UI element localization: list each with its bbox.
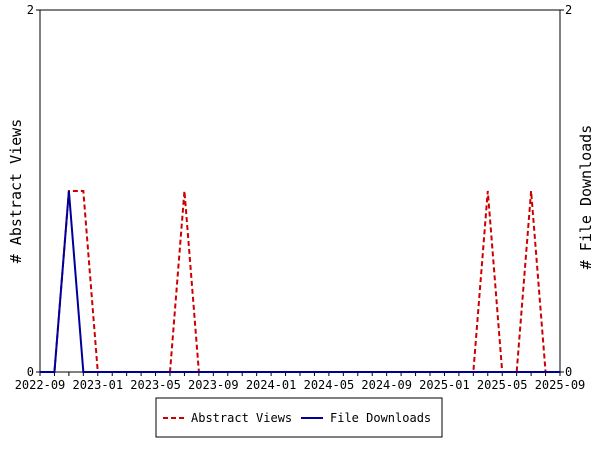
y-tick-label: 2	[27, 3, 34, 17]
x-tick-label: 2025-09	[535, 378, 586, 392]
y-axis-title: # Abstract Views	[7, 119, 25, 264]
legend: Abstract Views File Downloads	[155, 397, 443, 438]
series-layer	[40, 190, 560, 373]
x-tick-label: 2024-01	[246, 378, 297, 392]
y2-axis-title: # File Downloads	[577, 125, 595, 270]
legend-box	[155, 397, 443, 438]
x-axis-labels: 2022-09 2023-01 2023-05 2023-09 2024-01 2024-…	[15, 378, 586, 392]
y-tick-label: 0	[27, 365, 34, 379]
y2-tick-label: 0	[565, 365, 572, 379]
y-axis-ticks: 0 2 0 2	[27, 3, 572, 379]
x-tick-label: 2023-05	[130, 378, 181, 392]
y2-tick-label: 2	[565, 3, 572, 17]
x-tick-label: 2024-09	[361, 378, 412, 392]
x-tick-label: 2025-05	[477, 378, 528, 392]
x-tick-label: 2025-01	[419, 378, 470, 392]
plot-area	[39, 9, 561, 373]
series-line-file-downloads	[40, 190, 560, 373]
x-tick-label: 2024-05	[304, 378, 355, 392]
legend-label-file-downloads: File Downloads	[330, 411, 431, 425]
x-tick-label: 2023-01	[72, 378, 123, 392]
x-tick-label: 2022-09	[15, 378, 66, 392]
legend-label-abstract-views: Abstract Views	[191, 411, 292, 425]
x-tick-label: 2023-09	[188, 378, 239, 392]
